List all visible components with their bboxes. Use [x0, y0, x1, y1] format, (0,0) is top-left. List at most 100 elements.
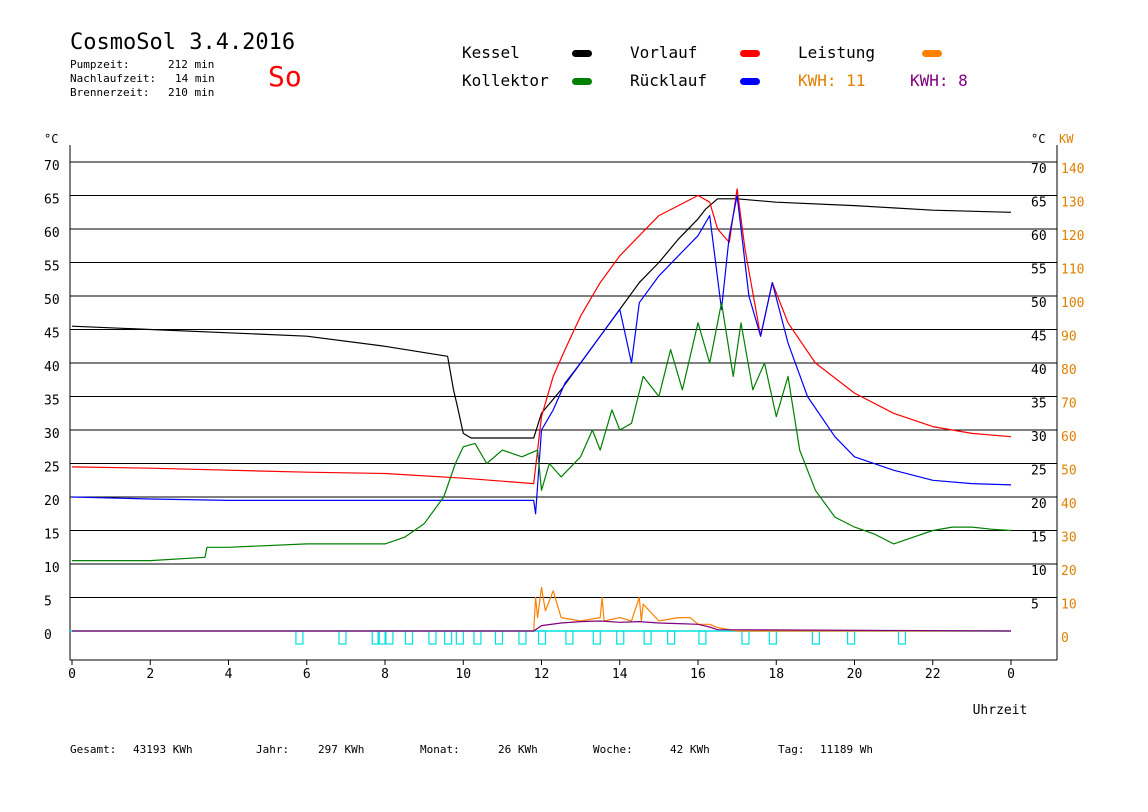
- y-tick-label-right: 25: [1031, 464, 1047, 479]
- x-tick-label: 2: [146, 667, 154, 682]
- kwh-leistung-value: KWH: 11: [798, 71, 866, 90]
- legend-kollektor-swatch: [572, 78, 592, 85]
- y-tick-label-left: 0: [44, 628, 52, 643]
- footer-woche-value: 42 KWh: [670, 743, 710, 756]
- legend-leistung-label: Leistung: [798, 43, 876, 62]
- chart-title: CosmoSol 3.4.2016: [70, 30, 296, 55]
- y-tick-label-left: 60: [44, 226, 60, 241]
- y-tick-label-left: 70: [44, 159, 60, 174]
- footer-jahr-value: 297 KWh: [318, 743, 365, 756]
- pump-marker: [473, 630, 482, 645]
- pump-marker: [494, 630, 504, 645]
- y-tick-label-right: 45: [1031, 330, 1047, 345]
- pump-marker: [643, 630, 652, 645]
- series-line-kwh: [72, 620, 1012, 632]
- y-tick-label-left: 45: [44, 327, 60, 342]
- series-line-kessel: [71, 198, 1012, 439]
- x-tick-label: 6: [303, 667, 311, 682]
- footer-woche-label: Woche:: [593, 743, 633, 756]
- footer-gesamt-label: Gesamt:: [70, 743, 117, 756]
- pump-marker: [846, 630, 856, 645]
- y-tick-label-kw: 140: [1061, 162, 1084, 177]
- y-tick-label-left: 50: [44, 293, 60, 308]
- y-tick-label-kw: 90: [1061, 330, 1077, 345]
- legend-ruecklauf-swatch: [740, 78, 760, 85]
- pump-marker: [385, 630, 394, 645]
- legend-kessel-label: Kessel: [462, 43, 520, 62]
- series-line-leistung: [72, 586, 1011, 632]
- series-line-ruecklauf: [71, 194, 1012, 515]
- legend-kollektor-label: Kollektor: [462, 71, 549, 90]
- pump-marker: [518, 630, 527, 645]
- y-tick-label-left: 40: [44, 360, 60, 375]
- pump-marker: [698, 630, 707, 645]
- legend-vorlauf-swatch: [740, 50, 760, 57]
- y-tick-label-left: 55: [44, 260, 60, 275]
- pump-marker: [444, 630, 453, 645]
- pump-marker: [741, 630, 750, 645]
- pump-marker: [455, 630, 464, 645]
- y-tick-label-right: 10: [1031, 564, 1047, 579]
- nachlauf-time-value: 14 min: [175, 72, 215, 85]
- y-axis-label-right: °C: [1031, 132, 1045, 146]
- y-tick-label-right: 55: [1031, 263, 1047, 278]
- x-axis-label: Uhrzeit: [973, 703, 1028, 718]
- x-tick-label: 22: [925, 667, 941, 682]
- footer-monat-label: Monat:: [420, 743, 460, 756]
- pump-marker: [768, 630, 777, 645]
- pump-marker: [811, 630, 820, 645]
- x-tick-label: 20: [847, 667, 863, 682]
- x-tick-label: 8: [381, 667, 389, 682]
- pump-marker: [667, 630, 676, 645]
- y-tick-label-kw: 80: [1061, 363, 1077, 378]
- pump-marker: [295, 630, 304, 645]
- pump-marker: [897, 630, 907, 645]
- y-tick-label-left: 25: [44, 461, 60, 476]
- pump-marker: [565, 630, 574, 645]
- x-tick-label: 18: [768, 667, 784, 682]
- y-tick-label-kw: 100: [1061, 296, 1084, 311]
- y-tick-label-kw: 120: [1061, 229, 1084, 244]
- y-tick-label-right: 60: [1031, 229, 1047, 244]
- pump-marker: [592, 630, 601, 645]
- y-tick-label-kw: 110: [1061, 263, 1084, 278]
- pump-time-label: Pumpzeit:: [70, 58, 130, 71]
- brenner-time-value: 210 min: [168, 86, 215, 99]
- series-line-kollektor: [72, 302, 1012, 562]
- y-tick-label-kw: 70: [1061, 397, 1077, 412]
- footer-jahr-label: Jahr:: [256, 743, 290, 756]
- y-tick-label-left: 10: [44, 561, 60, 576]
- footer-gesamt-value: 43193 KWh: [133, 743, 193, 756]
- x-tick-label: 0: [68, 667, 76, 682]
- y-tick-label-left: 5: [44, 595, 52, 610]
- pump-time-value: 212 min: [168, 58, 215, 71]
- x-tick-label: 10: [455, 667, 471, 682]
- y-axis-label-kw: KW: [1059, 132, 1074, 146]
- y-tick-label-kw: 0: [1061, 631, 1069, 646]
- y-tick-label-right: 65: [1031, 196, 1047, 211]
- y-tick-label-right: 20: [1031, 497, 1047, 512]
- pump-marker: [616, 630, 625, 645]
- x-tick-label: 14: [612, 667, 628, 682]
- x-tick-label: 16: [690, 667, 706, 682]
- y-tick-label-kw: 130: [1061, 196, 1084, 211]
- y-tick-label-kw: 60: [1061, 430, 1077, 445]
- y-tick-label-kw: 50: [1061, 464, 1077, 479]
- y-tick-label-kw: 30: [1061, 531, 1077, 546]
- pump-marker: [338, 630, 347, 645]
- y-tick-label-left: 20: [44, 494, 60, 509]
- y-tick-label-kw: 10: [1061, 598, 1077, 613]
- y-tick-label-right: 70: [1031, 162, 1047, 177]
- legend-leistung-swatch: [922, 50, 942, 57]
- legend-ruecklauf-label: Rücklauf: [630, 71, 708, 90]
- y-tick-label-left: 30: [44, 427, 60, 442]
- brenner-time-label: Brennerzeit:: [70, 86, 150, 99]
- legend-kessel-swatch: [572, 50, 592, 57]
- kwh-kollektor-value: KWH: 8: [910, 71, 968, 90]
- y-tick-label-right: 40: [1031, 363, 1047, 378]
- footer-tag-label: Tag:: [778, 743, 805, 756]
- x-tick-label: 12: [534, 667, 550, 682]
- y-tick-label-right: 15: [1031, 531, 1047, 546]
- y-tick-label-kw: 40: [1061, 497, 1077, 512]
